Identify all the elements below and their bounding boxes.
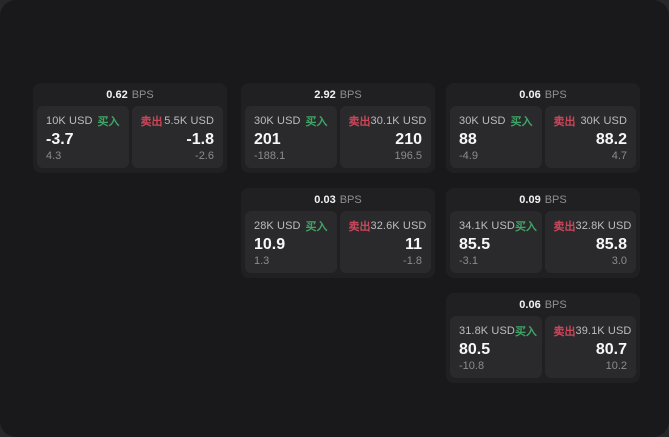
sell-label: 卖出 — [348, 116, 371, 128]
bps-value: 0.62 — [106, 88, 128, 101]
bps-value: 0.06 — [519, 88, 541, 101]
buy-amount: 31.8K USD — [459, 325, 515, 337]
bps-header: 0.09 BPS — [446, 188, 640, 211]
bps-header: 0.06 BPS — [446, 83, 640, 106]
buy-delta: -4.9 — [459, 150, 478, 162]
bps-unit: BPS — [131, 88, 154, 101]
quote-panels: 10K USD 买入 -3.7 4.3 卖出 5.5K USD -1.8 -2.… — [33, 106, 227, 168]
sell-price: 11 — [405, 235, 422, 253]
buy-amount: 28K USD — [254, 220, 301, 232]
bps-header: 0.62 BPS — [33, 83, 227, 106]
buy-panel[interactable]: 34.1K USD 买入 85.5 -3.1 — [450, 211, 542, 273]
sell-amount: 30K USD — [580, 115, 627, 127]
bps-header: 0.03 BPS — [241, 188, 435, 211]
bps-value: 0.09 — [519, 193, 541, 206]
sell-label: 卖出 — [140, 116, 163, 128]
buy-delta: 1.3 — [254, 255, 270, 267]
sell-panel[interactable]: 卖出 5.5K USD -1.8 -2.6 — [131, 106, 223, 168]
buy-panel[interactable]: 30K USD 买入 88 -4.9 — [450, 106, 542, 168]
buy-label: 买入 — [97, 116, 120, 128]
quote-card[interactable]: 0.06 BPS 30K USD 买入 88 -4.9 卖出 30K USD 8… — [446, 83, 640, 173]
sell-panel[interactable]: 卖出 30K USD 88.2 4.7 — [544, 106, 636, 168]
bps-header: 2.92 BPS — [241, 83, 435, 106]
bps-header: 0.06 BPS — [446, 293, 640, 316]
bps-value: 0.06 — [519, 298, 541, 311]
buy-label: 买入 — [510, 116, 533, 128]
sell-price: 80.7 — [595, 340, 627, 358]
buy-price: 10.9 — [254, 235, 286, 253]
bps-value: 2.92 — [314, 88, 336, 101]
buy-amount: 30K USD — [254, 115, 301, 127]
bps-unit: BPS — [544, 298, 567, 311]
buy-price: -3.7 — [46, 130, 74, 148]
sell-delta: 10.2 — [605, 360, 627, 372]
buy-delta: 4.3 — [46, 150, 62, 162]
sell-price: 85.8 — [595, 235, 627, 253]
buy-label: 买入 — [514, 221, 537, 233]
buy-panel[interactable]: 30K USD 买入 201 -188.1 — [245, 106, 337, 168]
sell-delta: 4.7 — [611, 150, 627, 162]
bps-value: 0.03 — [314, 193, 336, 206]
quote-card[interactable]: 0.06 BPS 31.8K USD 买入 80.5 -10.8 卖出 39.1… — [446, 293, 640, 383]
buy-price: 201 — [254, 130, 281, 148]
buy-amount: 34.1K USD — [459, 220, 515, 232]
quote-panels: 31.8K USD 买入 80.5 -10.8 卖出 39.1K USD 80.… — [446, 316, 640, 378]
buy-price: 80.5 — [459, 340, 491, 358]
quote-card[interactable]: 0.03 BPS 28K USD 买入 10.9 1.3 卖出 32.6K US… — [241, 188, 435, 278]
sell-amount: 30.1K USD — [370, 115, 427, 127]
buy-price: 85.5 — [459, 235, 491, 253]
sell-amount: 32.8K USD — [575, 220, 632, 232]
sell-amount: 39.1K USD — [575, 325, 632, 337]
sell-panel[interactable]: 卖出 30.1K USD 210 196.5 — [339, 106, 431, 168]
buy-panel[interactable]: 31.8K USD 买入 80.5 -10.8 — [450, 316, 542, 378]
sell-panel[interactable]: 卖出 32.6K USD 11 -1.8 — [339, 211, 431, 273]
sell-price: 88.2 — [595, 130, 627, 148]
buy-delta: -3.1 — [459, 255, 478, 267]
sell-label: 卖出 — [348, 221, 371, 233]
buy-price: 88 — [459, 130, 477, 148]
sell-price: 210 — [395, 130, 422, 148]
quote-card[interactable]: 0.62 BPS 10K USD 买入 -3.7 4.3 卖出 5.5K USD… — [33, 83, 227, 173]
buy-delta: -10.8 — [459, 360, 485, 372]
buy-label: 买入 — [305, 221, 328, 233]
quote-card[interactable]: 0.09 BPS 34.1K USD 买入 85.5 -3.1 卖出 32.8K… — [446, 188, 640, 278]
sell-delta: 3.0 — [611, 255, 627, 267]
sell-panel[interactable]: 卖出 32.8K USD 85.8 3.0 — [544, 211, 636, 273]
buy-label: 买入 — [305, 116, 328, 128]
sell-label: 卖出 — [553, 221, 576, 233]
bps-unit: BPS — [339, 88, 362, 101]
buy-panel[interactable]: 10K USD 买入 -3.7 4.3 — [37, 106, 129, 168]
sell-amount: 32.6K USD — [370, 220, 427, 232]
sell-label: 卖出 — [553, 326, 576, 338]
bps-unit: BPS — [339, 193, 362, 206]
sell-price: -1.8 — [186, 130, 214, 148]
buy-amount: 10K USD — [46, 115, 93, 127]
buy-amount: 30K USD — [459, 115, 506, 127]
bps-unit: BPS — [544, 193, 567, 206]
bps-unit: BPS — [544, 88, 567, 101]
sell-delta: 196.5 — [394, 150, 422, 162]
quote-panels: 30K USD 买入 88 -4.9 卖出 30K USD 88.2 4.7 — [446, 106, 640, 168]
quote-panels: 28K USD 买入 10.9 1.3 卖出 32.6K USD 11 -1.8 — [241, 211, 435, 273]
buy-delta: -188.1 — [254, 150, 286, 162]
quote-card[interactable]: 2.92 BPS 30K USD 买入 201 -188.1 卖出 30.1K … — [241, 83, 435, 173]
sell-label: 卖出 — [553, 116, 576, 128]
sell-delta: -2.6 — [195, 150, 214, 162]
sell-delta: -1.8 — [403, 255, 422, 267]
buy-label: 买入 — [514, 326, 537, 338]
sell-amount: 5.5K USD — [164, 115, 214, 127]
sell-panel[interactable]: 卖出 39.1K USD 80.7 10.2 — [544, 316, 636, 378]
quote-panels: 34.1K USD 买入 85.5 -3.1 卖出 32.8K USD 85.8… — [446, 211, 640, 273]
buy-panel[interactable]: 28K USD 买入 10.9 1.3 — [245, 211, 337, 273]
quote-panels: 30K USD 买入 201 -188.1 卖出 30.1K USD 210 1… — [241, 106, 435, 168]
